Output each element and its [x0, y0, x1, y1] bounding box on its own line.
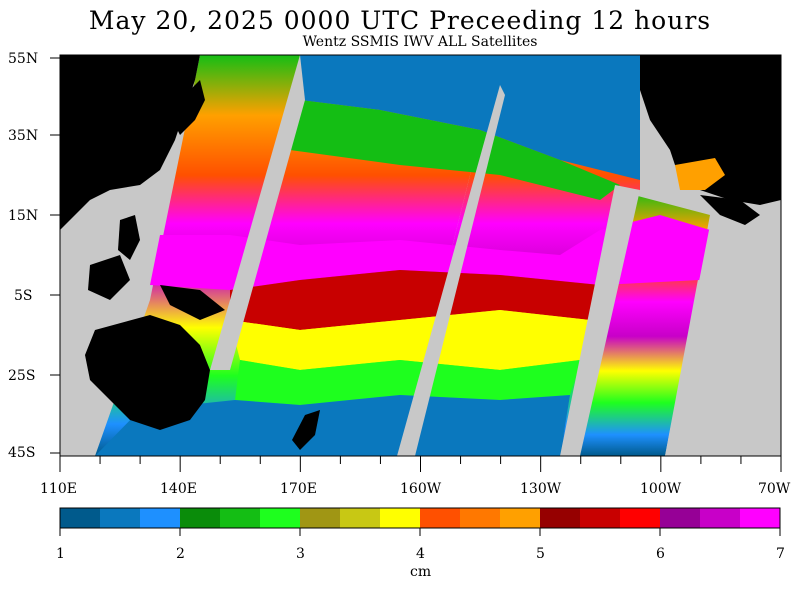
colorbar-swatch [500, 508, 541, 528]
colorbar-swatch [340, 508, 381, 528]
colorbar-swatch [380, 508, 421, 528]
colorbar-swatch [300, 508, 341, 528]
colorbar [59, 507, 781, 536]
lon-label: 160W [400, 481, 442, 497]
north-america-landmass [640, 55, 781, 205]
southern-yellow-band [230, 310, 590, 370]
colorbar-swatch [100, 508, 141, 528]
colorbar-unit: cm [410, 564, 431, 580]
gap-4 [665, 200, 781, 456]
colorbar-swatch [540, 508, 581, 528]
colorbar-swatch [660, 508, 701, 528]
gap-2 [397, 85, 505, 456]
map-plot-area [60, 55, 781, 456]
colorbar-swatch [620, 508, 661, 528]
longitude-axis: 110E 140E 170E 160W 130W 100W 70W [40, 456, 791, 497]
lat-label: 35N [8, 128, 38, 144]
north-pacific-low-vapor [300, 55, 640, 180]
lat-label: 45S [8, 445, 35, 461]
lon-label: 130W [520, 481, 562, 497]
new-zealand-landmass [292, 410, 320, 450]
central-america-landmass [700, 195, 760, 225]
colorbar-tick-label: 1 [56, 546, 65, 562]
latitude-axis: 55N 35N 15N 5S 25S 45S [8, 51, 60, 461]
lon-label: 170E [280, 481, 317, 497]
map-title: May 20, 2025 0000 UTC Preceeding 12 hour… [88, 6, 712, 35]
lat-label: 25S [8, 368, 35, 384]
lon-label: 110E [40, 481, 77, 497]
colorbar-swatch [180, 508, 221, 528]
gap-3 [560, 185, 640, 456]
asia-landmass [60, 55, 200, 230]
philippines-landmass [118, 215, 140, 260]
colorbar-swatch [260, 508, 301, 528]
north-pacific-green [290, 100, 620, 200]
colorbar-tick-label: 7 [776, 546, 785, 562]
lat-label: 5S [14, 288, 33, 304]
colorbar-tick-label: 5 [536, 546, 545, 562]
colorbar-swatch [420, 508, 461, 528]
itcz-band [150, 215, 710, 290]
colorbar-swatch [460, 508, 501, 528]
southern-blue-band [95, 395, 570, 456]
colorbar-swatch [140, 508, 181, 528]
australia-landmass [85, 315, 210, 430]
lon-label: 140E [160, 481, 197, 497]
colorbar-tick-label: 2 [176, 546, 185, 562]
gap-1 [210, 55, 305, 370]
colorbar-swatch [220, 508, 261, 528]
lon-label: 70W [758, 481, 791, 497]
colorbar-swatch [580, 508, 621, 528]
colorbar-swatch [60, 508, 101, 528]
colorbar-swatch [700, 508, 741, 528]
japan-landmass [175, 80, 205, 135]
map-subtitle: Wentz SSMIS IWV ALL Satellites [302, 34, 538, 50]
colorbar-labels: 1 2 3 4 5 6 7 cm [56, 546, 785, 580]
southern-green-band [235, 360, 580, 405]
borneo-landmass [88, 255, 130, 300]
new-guinea-landmass [160, 285, 225, 320]
lat-label: 55N [8, 51, 38, 67]
colorbar-tick-label: 3 [296, 546, 305, 562]
tropical-red-band [230, 270, 600, 330]
colorbar-tick-label: 6 [656, 546, 665, 562]
lon-label: 100W [640, 481, 682, 497]
lat-label: 15N [8, 208, 38, 224]
baja-landmass [675, 158, 725, 190]
colorbar-tick-label: 4 [416, 546, 425, 562]
colorbar-swatch [740, 508, 781, 528]
